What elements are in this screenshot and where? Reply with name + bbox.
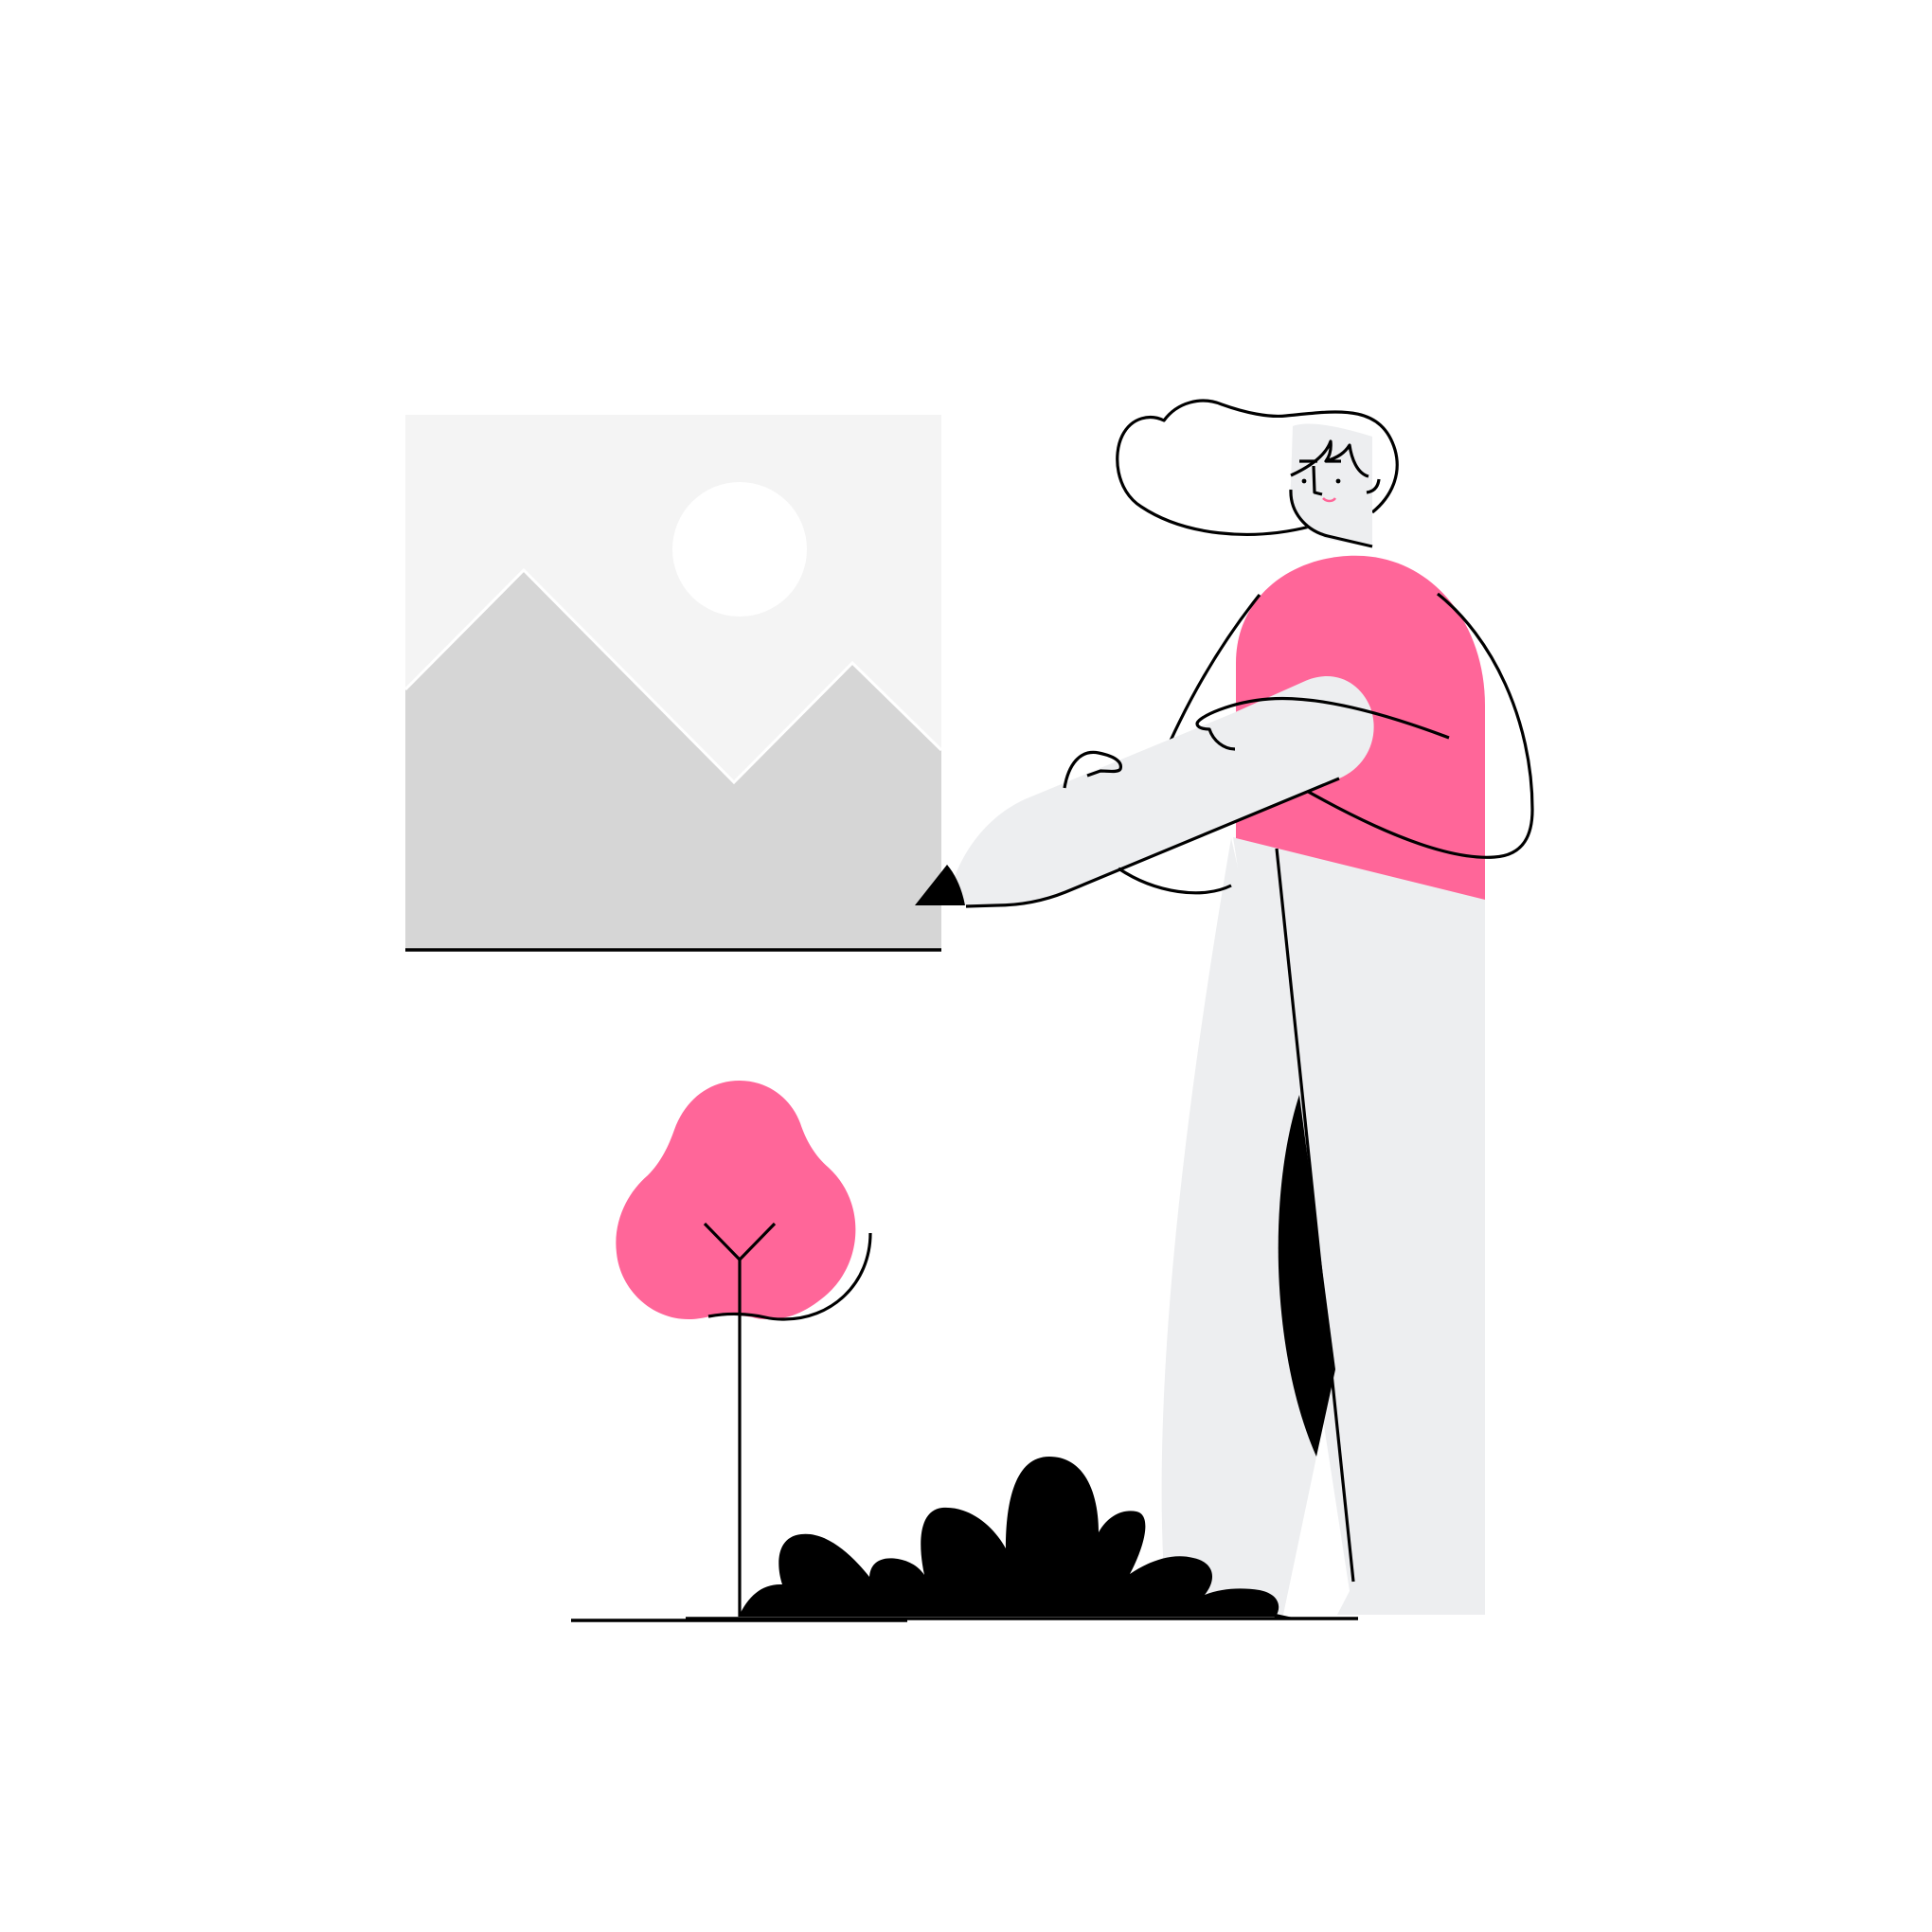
sun-icon xyxy=(672,482,807,617)
ground-line xyxy=(571,1619,1358,1620)
tree-canopy xyxy=(616,1081,855,1319)
tree-icon xyxy=(616,1081,870,1617)
person-legs xyxy=(1162,837,1485,1615)
person-head xyxy=(1118,401,1397,547)
left-eye xyxy=(1302,479,1307,484)
elbow-curve xyxy=(1118,868,1231,893)
image-placeholder-icon xyxy=(405,415,941,950)
right-eye xyxy=(1336,479,1341,484)
